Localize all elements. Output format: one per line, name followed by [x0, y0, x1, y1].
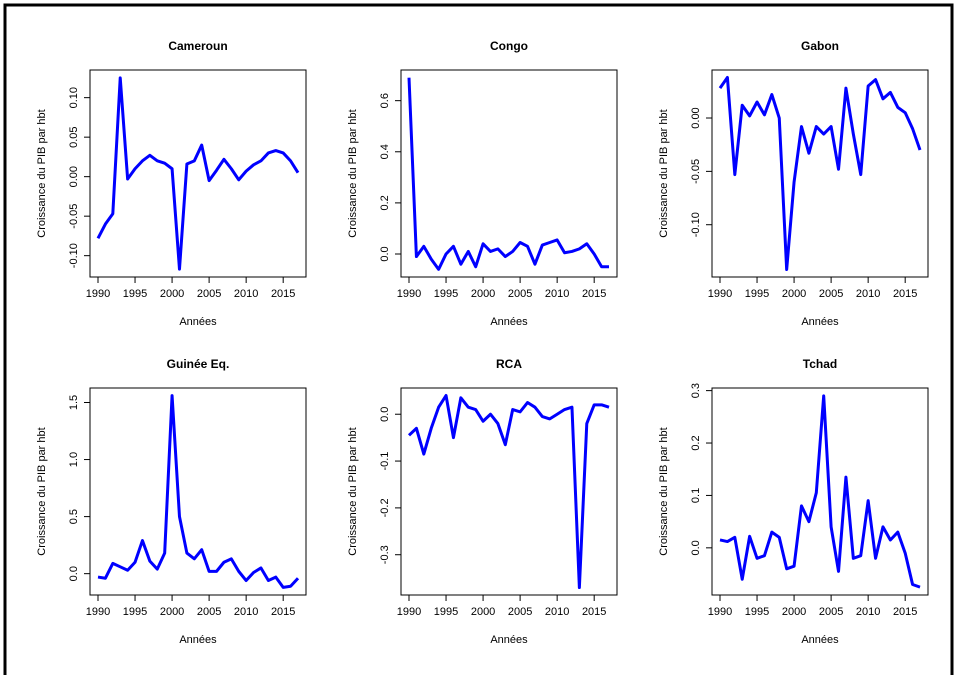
x-tick-label: 2000	[782, 288, 806, 300]
x-tick-label: 2010	[234, 606, 258, 618]
y-tick-label: -0.1	[379, 452, 391, 471]
x-tick-label: 1995	[745, 606, 769, 618]
y-tick-label: 0.0	[379, 246, 391, 261]
x-tick-label: 2005	[819, 288, 843, 300]
x-tick-label: 1995	[123, 288, 147, 300]
x-tick-label: 2015	[271, 288, 295, 300]
x-tick-label: 2000	[471, 288, 495, 300]
x-tick-label: 2000	[782, 606, 806, 618]
y-axis-label: Croissance du PIB par hbt	[347, 427, 359, 555]
y-tick-label: -0.05	[68, 204, 80, 229]
data-line	[407, 393, 610, 590]
data-line	[718, 75, 922, 272]
data-line	[719, 394, 921, 589]
x-tick-label: 2015	[893, 288, 917, 300]
x-tick-label: 1995	[123, 606, 147, 618]
y-tick-label: 0.5	[68, 509, 80, 524]
x-tick-label: 1990	[397, 606, 421, 618]
x-axis-label: Années	[179, 634, 217, 646]
x-axis-label: Années	[490, 316, 528, 328]
x-tick-label: 2000	[471, 606, 495, 618]
y-tick-label: 0.0	[68, 566, 80, 581]
y-tick-label: 0.1	[690, 488, 702, 503]
data-line	[96, 76, 300, 271]
panel-title: RCA	[496, 357, 522, 371]
x-tick-label: 1990	[86, 288, 110, 300]
x-axis-label: Années	[801, 316, 839, 328]
y-tick-label: -0.05	[690, 159, 702, 184]
x-tick-label: 2015	[582, 288, 606, 300]
y-tick-label: 0.4	[379, 144, 391, 159]
frame	[3, 3, 954, 675]
y-tick-label: 0.2	[690, 435, 702, 450]
x-tick-label: 1995	[745, 288, 769, 300]
y-tick-label: 0.00	[690, 107, 702, 128]
panel-title: Guinée Eq.	[167, 357, 230, 371]
x-tick-label: 1990	[708, 288, 732, 300]
panel-title: Cameroun	[168, 39, 227, 53]
x-tick-label: 2000	[160, 606, 184, 618]
y-tick-label: 0.00	[68, 166, 80, 187]
x-tick-label: 2005	[819, 606, 843, 618]
y-tick-label: -0.10	[690, 212, 702, 237]
x-tick-label: 2015	[271, 606, 295, 618]
y-tick-label: 0.6	[379, 93, 391, 108]
y-axis-label: Croissance du PIB par hbt	[658, 109, 670, 237]
y-axis-label: Croissance du PIB par hbt	[36, 427, 48, 555]
x-tick-label: 2005	[197, 288, 221, 300]
x-tick-label: 1990	[708, 606, 732, 618]
y-tick-label: 1.5	[68, 395, 80, 410]
x-tick-label: 1990	[86, 606, 110, 618]
y-axis-label: Croissance du PIB par hbt	[36, 109, 48, 237]
x-tick-label: 1995	[434, 606, 458, 618]
x-tick-label: 2010	[545, 288, 569, 300]
y-tick-label: 0.10	[68, 87, 80, 108]
x-tick-label: 2000	[160, 288, 184, 300]
panel-title: Tchad	[803, 357, 837, 371]
y-tick-label: -0.3	[379, 545, 391, 564]
y-tick-label: 0.3	[690, 383, 702, 398]
x-axis-label: Années	[490, 634, 528, 646]
y-axis-label: Croissance du PIB par hbt	[658, 427, 670, 555]
x-tick-label: 2010	[856, 288, 880, 300]
x-tick-label: 2005	[508, 288, 532, 300]
y-tick-label: 0.05	[68, 126, 80, 147]
x-tick-label: 2005	[197, 606, 221, 618]
x-axis-label: Années	[179, 316, 217, 328]
y-axis-label: Croissance du PIB par hbt	[347, 109, 359, 237]
data-line	[97, 394, 300, 589]
x-tick-label: 2015	[893, 606, 917, 618]
panel-title: Gabon	[801, 39, 839, 53]
panel-title: Congo	[490, 39, 528, 53]
x-tick-label: 2015	[582, 606, 606, 618]
x-axis-label: Années	[801, 634, 839, 646]
y-tick-label: -0.10	[68, 243, 80, 268]
y-tick-label: 1.0	[68, 452, 80, 467]
x-tick-label: 2010	[545, 606, 569, 618]
y-tick-label: 0.2	[379, 195, 391, 210]
y-tick-label: 0.0	[690, 540, 702, 555]
data-line	[407, 77, 609, 271]
x-tick-label: 2010	[234, 288, 258, 300]
x-tick-label: 1995	[434, 288, 458, 300]
x-tick-label: 1990	[397, 288, 421, 300]
x-tick-label: 2005	[508, 606, 532, 618]
y-tick-label: -0.2	[379, 498, 391, 517]
x-tick-label: 2010	[856, 606, 880, 618]
y-tick-label: 0.0	[379, 407, 391, 422]
